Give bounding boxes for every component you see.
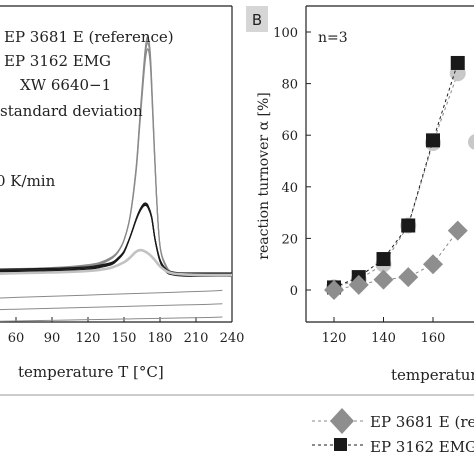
panel-b-y-ticks: 0 20 40 60 80 100 bbox=[273, 26, 311, 299]
panel-b-data-series bbox=[324, 55, 474, 300]
panel-a-curve-3-trace-1 bbox=[0, 248, 233, 277]
legend-label-ep3681e: EP 3681 E (refe bbox=[370, 413, 474, 431]
panel-b-x-tick-label: 120 bbox=[322, 331, 347, 346]
panel-b-diamond-point bbox=[324, 280, 344, 300]
panel-a-x-axis-label: temperature T [°C] bbox=[18, 363, 164, 381]
panel-b: B 0 20 40 60 80 100 120 140 160 n=3 reaction tu… bbox=[246, 5, 474, 384]
panel-b-y-tick-label: 60 bbox=[281, 129, 298, 144]
panel-a: 60 90 120 150 180 210 240 EP 3681 E (reference… bbox=[0, 5, 245, 381]
panel-a-x-tick-label: 90 bbox=[44, 331, 61, 346]
panel-a-x-ticks: 60 90 120 150 180 210 240 bbox=[8, 317, 245, 346]
legend-entry-ep3162emg: EP 3162 EMG bbox=[4, 52, 111, 70]
panel-b-y-tick-label: 80 bbox=[281, 78, 298, 93]
panel-b-square-point bbox=[450, 55, 465, 70]
panel-a-heating-rate-annotation: 0 K/min bbox=[0, 172, 56, 190]
panel-a-baseline-trace-2 bbox=[0, 303, 223, 311]
panel-b-legend: EP 3681 E (refe EP 3162 EMG bbox=[312, 408, 474, 456]
panel-a-x-tick-label: 150 bbox=[112, 331, 137, 346]
panel-b-diamond-point bbox=[373, 269, 394, 290]
panel-b-y-tick-label: 100 bbox=[273, 26, 298, 41]
legend-item-ep3162emg bbox=[312, 438, 364, 451]
panel-a-curve-2-trace-1 bbox=[0, 204, 232, 274]
panel-a-x-tick-label: 210 bbox=[184, 331, 209, 346]
panel-b-diamond-point bbox=[398, 267, 419, 288]
panel-b-y-tick-label: 40 bbox=[281, 181, 298, 196]
legend-label-ep3162emg: EP 3162 EMG bbox=[370, 438, 474, 456]
panel-b-square-point bbox=[426, 133, 440, 148]
panel-b-y-tick-label: 20 bbox=[281, 232, 298, 247]
panel-b-series-2-line bbox=[333, 62, 459, 288]
legend-diamond-marker bbox=[330, 408, 354, 434]
panel-b-square-point bbox=[401, 218, 416, 233]
panel-b-x-ticks: 120 140 160 bbox=[322, 317, 446, 346]
panel-a-x-tick-label: 60 bbox=[8, 331, 25, 346]
panel-a-curve-2-trace-2 bbox=[0, 203, 232, 276]
legend-entry-ep3681e: EP 3681 E (reference) bbox=[4, 28, 174, 46]
panel-b-square-point bbox=[376, 252, 391, 267]
panel-a-baseline-trace-1 bbox=[0, 289, 223, 299]
legend-entry-standard-deviation: standard deviation bbox=[0, 102, 143, 120]
panel-b-diamond-point bbox=[423, 254, 443, 275]
panel-a-x-tick-label: 180 bbox=[148, 331, 173, 346]
panel-a-x-tick-label: 240 bbox=[220, 331, 245, 346]
panel-b-diamond-point bbox=[447, 220, 468, 241]
panel-a-baseline-trace-3 bbox=[0, 316, 223, 322]
panel-b-x-tick-label: 160 bbox=[421, 331, 446, 346]
panel-b-circle-point bbox=[468, 134, 474, 150]
panel-b-y-axis-label: reaction turnover α [%] bbox=[256, 92, 272, 259]
panel-b-x-axis-label: temperatur bbox=[391, 366, 474, 384]
panel-b-diamond-point bbox=[348, 274, 369, 295]
panel-b-label: B bbox=[252, 11, 262, 29]
legend-square-marker bbox=[334, 438, 347, 451]
panel-b-label-box bbox=[246, 6, 268, 32]
panel-b-sample-count: n=3 bbox=[318, 30, 348, 46]
panel-b-y-tick-label: 0 bbox=[290, 284, 298, 299]
panel-a-curve-1-trace-3 bbox=[0, 35, 232, 278]
panel-a-curves bbox=[0, 35, 233, 322]
legend-entry-xw6640: XW 6640−1 bbox=[20, 76, 111, 94]
panel-b-x-tick-label: 140 bbox=[371, 331, 396, 346]
panel-a-x-tick-label: 120 bbox=[76, 331, 101, 346]
legend-item-ep3681e bbox=[312, 408, 364, 434]
panel-a-legend: EP 3681 E (reference) EP 3162 EMG XW 664… bbox=[0, 28, 174, 120]
panel-b-series-3-line bbox=[333, 73, 459, 288]
